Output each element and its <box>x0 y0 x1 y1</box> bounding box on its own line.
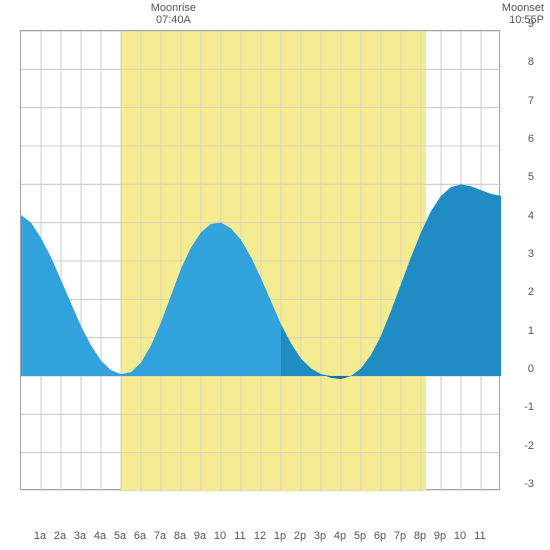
x-tick: 12 <box>250 530 270 542</box>
x-tick: 4a <box>90 530 110 542</box>
y-tick: 0 <box>520 363 534 375</box>
x-tick: 1p <box>270 530 290 542</box>
x-tick: 5p <box>350 530 370 542</box>
plot-area <box>20 30 500 490</box>
x-tick: 4p <box>330 530 350 542</box>
x-tick: 2a <box>50 530 70 542</box>
x-tick: 1a <box>30 530 50 542</box>
y-tick: -3 <box>520 478 534 490</box>
y-tick: 5 <box>520 171 534 183</box>
x-tick: 11 <box>230 530 250 542</box>
x-tick: 8a <box>170 530 190 542</box>
y-tick: -1 <box>520 401 534 413</box>
y-tick: -2 <box>520 440 534 452</box>
x-tick: 5a <box>110 530 130 542</box>
y-tick: 2 <box>520 286 534 298</box>
x-tick: 9p <box>430 530 450 542</box>
y-tick: 7 <box>520 95 534 107</box>
x-tick: 3a <box>70 530 90 542</box>
x-tick: 2p <box>290 530 310 542</box>
moonrise-label-block: Moonrise 07:40A <box>148 2 198 26</box>
moonrise-time: 07:40A <box>148 14 198 26</box>
y-tick: 6 <box>520 133 534 145</box>
chart-data <box>21 31 501 491</box>
tide-chart: -3-2-10123456789 1a2a3a4a5a6a7a8a9a10111… <box>20 30 520 510</box>
x-tick: 8p <box>410 530 430 542</box>
y-tick: 3 <box>520 248 534 260</box>
x-tick: 7a <box>150 530 170 542</box>
y-tick: 9 <box>520 18 534 30</box>
y-tick: 1 <box>520 325 534 337</box>
y-tick: 4 <box>520 210 534 222</box>
y-tick: 8 <box>520 56 534 68</box>
x-tick: 3p <box>310 530 330 542</box>
x-tick: 7p <box>390 530 410 542</box>
x-tick: 9a <box>190 530 210 542</box>
x-tick: 10 <box>210 530 230 542</box>
x-tick: 6p <box>370 530 390 542</box>
x-tick: 11 <box>470 530 490 542</box>
x-tick: 6a <box>130 530 150 542</box>
moonset-label: Moonset <box>502 2 544 14</box>
x-tick: 10 <box>450 530 470 542</box>
moonrise-label: Moonrise <box>151 2 196 14</box>
